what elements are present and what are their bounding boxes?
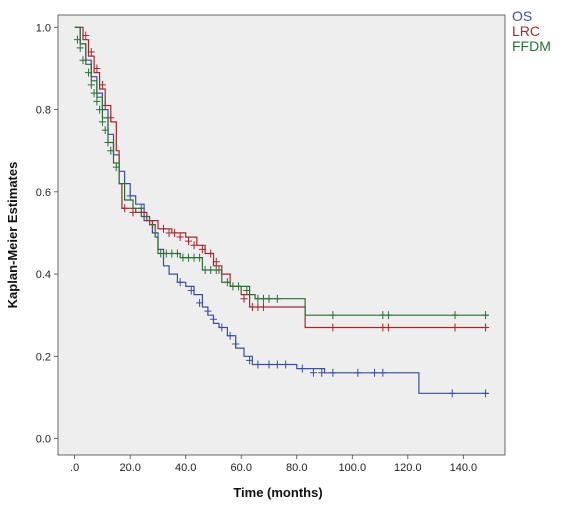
- censor-mark: [451, 311, 459, 320]
- y-tick-label: 0.8: [36, 105, 51, 117]
- censor-mark: [232, 339, 240, 348]
- censor-mark: [223, 278, 231, 287]
- censor-mark: [129, 208, 137, 217]
- y-tick-label: 0.4: [36, 269, 51, 281]
- censor-mark: [107, 146, 115, 155]
- censor-mark: [482, 389, 490, 398]
- censor-mark: [101, 126, 109, 135]
- censor-mark: [121, 204, 129, 213]
- censor-mark: [73, 35, 81, 44]
- censor-mark: [354, 368, 362, 377]
- censor-mark: [254, 360, 262, 369]
- censor-mark: [212, 257, 220, 266]
- censor-mark: [218, 323, 226, 332]
- x-tick-label: 100.0: [339, 462, 367, 474]
- y-tick-label: 0.6: [36, 187, 51, 199]
- censor-mark: [160, 224, 168, 233]
- censor-mark: [98, 117, 106, 126]
- censor-mark: [85, 68, 93, 77]
- censor-mark: [265, 294, 273, 303]
- censor-mark: [93, 97, 101, 106]
- censor-mark: [240, 294, 248, 303]
- x-tick-label: 20.0: [119, 462, 140, 474]
- axes: .0 20.0 40.0 60.0 80.0 100.0 120.0 140.0 0.0 0.2 0…: [36, 22, 477, 474]
- series-ffdm: [73, 26, 490, 320]
- censor-mark: [318, 368, 326, 377]
- censor-mark: [329, 368, 337, 377]
- censor-mark: [171, 228, 179, 237]
- series-lrc: [74, 26, 490, 332]
- censor-mark: [273, 360, 281, 369]
- censor-mark: [176, 278, 184, 287]
- censor-mark: [384, 323, 392, 332]
- y-tick-label: 0.0: [36, 434, 51, 446]
- x-tick-label: 140.0: [450, 462, 478, 474]
- censor-mark: [371, 368, 379, 377]
- censor-mark: [87, 48, 95, 57]
- censor-mark: [93, 64, 101, 73]
- censor-mark: [184, 237, 192, 246]
- x-tick-label: 60.0: [231, 462, 252, 474]
- series-group: [73, 26, 490, 398]
- x-axis-title: Time (months): [233, 485, 322, 500]
- censor-mark: [176, 233, 184, 242]
- censor-mark: [259, 302, 267, 311]
- censor-mark: [226, 331, 234, 340]
- censor-mark: [90, 89, 98, 98]
- censor-mark: [246, 356, 254, 365]
- plot-area: [57, 14, 506, 456]
- y-tick-label: 1.0: [36, 22, 51, 34]
- legend-item-os: OS: [512, 8, 532, 24]
- censor-mark: [196, 298, 204, 307]
- censor-mark: [384, 311, 392, 320]
- series-os: [74, 26, 490, 398]
- censor-mark: [298, 364, 306, 373]
- censor-mark: [87, 80, 95, 89]
- censor-mark: [204, 307, 212, 316]
- censor-mark: [207, 249, 215, 258]
- censor-mark: [79, 56, 87, 65]
- censor-mark: [379, 368, 387, 377]
- censor-mark: [273, 294, 281, 303]
- y-tick-label: 0.2: [36, 351, 51, 363]
- censor-mark: [104, 138, 112, 147]
- censor-mark: [234, 282, 242, 291]
- censor-mark: [198, 245, 206, 254]
- legend-item-lrc: LRC: [512, 23, 540, 39]
- x-tick-label: 120.0: [394, 462, 422, 474]
- censor-mark: [126, 191, 134, 200]
- censor-mark: [76, 43, 84, 52]
- censor-mark: [173, 249, 181, 258]
- censor-mark: [112, 163, 120, 172]
- censor-mark: [448, 389, 456, 398]
- survival-curve-os: [74, 26, 489, 394]
- censor-mark: [243, 286, 251, 295]
- censor-mark: [190, 241, 198, 250]
- censor-mark: [482, 323, 490, 332]
- censor-mark: [309, 368, 317, 377]
- censor-mark: [82, 31, 90, 40]
- y-axis-title: Kaplan-Meier Estimates: [5, 162, 20, 309]
- censor-mark: [482, 311, 490, 320]
- censor-mark: [329, 311, 337, 320]
- censor-mark: [187, 286, 195, 295]
- survival-curve-ffdm: [74, 26, 489, 316]
- censor-mark: [282, 360, 290, 369]
- survival-curve-lrc: [74, 26, 489, 329]
- censor-mark: [96, 105, 104, 114]
- censor-mark: [209, 315, 217, 324]
- legend-item-ffdm: FFDM: [512, 38, 551, 54]
- censor-mark: [451, 323, 459, 332]
- x-tick-label: 40.0: [175, 462, 196, 474]
- censor-mark: [329, 323, 337, 332]
- censor-mark: [212, 265, 220, 274]
- x-tick-label: 80.0: [286, 462, 307, 474]
- censor-mark: [196, 253, 204, 262]
- censor-mark: [265, 360, 273, 369]
- censor-mark: [98, 80, 106, 89]
- x-tick-label: .0: [70, 462, 79, 474]
